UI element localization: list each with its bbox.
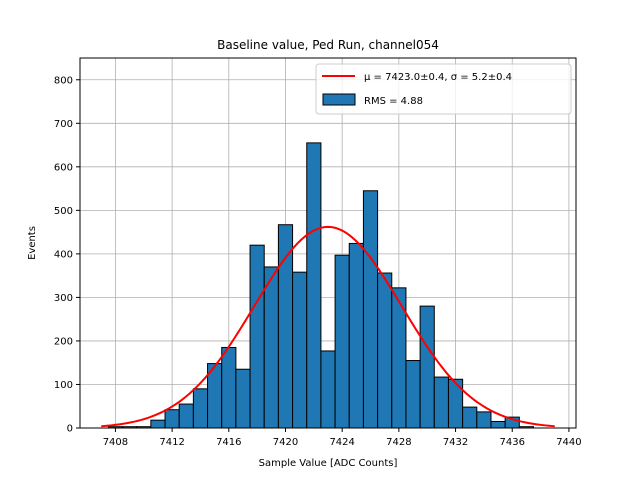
x-tick-label: 7420 — [273, 437, 298, 448]
y-tick-label: 300 — [54, 293, 73, 304]
histogram-bar — [419, 305, 435, 429]
histogram-bars — [107, 142, 534, 429]
histogram-bar — [476, 411, 492, 429]
histogram-bar — [348, 242, 364, 429]
histogram-bar — [221, 346, 237, 429]
histogram-bar — [277, 224, 294, 429]
y-tick-label: 400 — [54, 249, 73, 260]
y-axis-ticks: 0 100 200 300 400 500 600 700 800 — [54, 75, 80, 435]
y-tick-label: 700 — [54, 119, 73, 130]
legend-hist-label: RMS = 4.88 — [364, 96, 423, 107]
legend: μ = 7423.0±0.4, σ = 5.2±0.4 RMS = 4.88 — [315, 63, 572, 115]
histogram-bar — [306, 142, 322, 429]
x-tick-label: 7416 — [216, 437, 241, 448]
legend-fit-label: μ = 7423.0±0.4, σ = 5.2±0.4 — [364, 72, 512, 83]
x-tick-label: 7428 — [386, 437, 411, 448]
y-tick-label: 0 — [67, 424, 73, 435]
x-tick-label: 7436 — [500, 437, 525, 448]
histogram-bar — [462, 406, 478, 429]
y-tick-label: 800 — [54, 75, 73, 86]
y-axis-title: Events — [27, 226, 38, 260]
histogram-bar — [249, 244, 265, 429]
histogram-bar — [150, 419, 166, 429]
histogram-bar — [334, 254, 350, 429]
histogram-bar — [405, 360, 421, 429]
histogram-bar — [178, 403, 194, 429]
x-tick-label: 7440 — [556, 437, 581, 448]
gaussian-fit-curve — [101, 225, 555, 428]
x-tick-label: 7412 — [159, 437, 184, 448]
x-axis-ticks: 7408 7412 7416 7420 7424 7428 7432 7436 7440 — [103, 428, 582, 448]
histogram-bar — [433, 376, 449, 429]
histogram-bar — [447, 378, 464, 429]
histogram-bar — [362, 190, 379, 429]
legend-hist-swatch — [322, 93, 356, 106]
histogram-bar — [320, 350, 336, 429]
x-tick-label: 7408 — [103, 437, 128, 448]
histogram-bar — [164, 409, 180, 429]
histogram-bar — [292, 271, 308, 429]
y-tick-label: 600 — [54, 162, 73, 173]
histogram-bar — [263, 266, 279, 429]
histogram-bar — [235, 368, 251, 429]
histogram-bar — [192, 388, 209, 429]
plot-frame — [79, 57, 577, 429]
histogram-bar — [490, 420, 506, 429]
x-tick-label: 7424 — [329, 437, 354, 448]
y-tick-label: 500 — [54, 206, 73, 217]
legend-box — [315, 63, 572, 115]
chart-title: Baseline value, Ped Run, channel054 — [217, 38, 439, 52]
x-tick-label: 7432 — [443, 437, 468, 448]
y-tick-label: 200 — [54, 336, 73, 347]
y-tick-label: 100 — [54, 380, 73, 391]
x-axis-title: Sample Value [ADC Counts] — [259, 458, 398, 469]
histogram-bar — [377, 272, 393, 429]
